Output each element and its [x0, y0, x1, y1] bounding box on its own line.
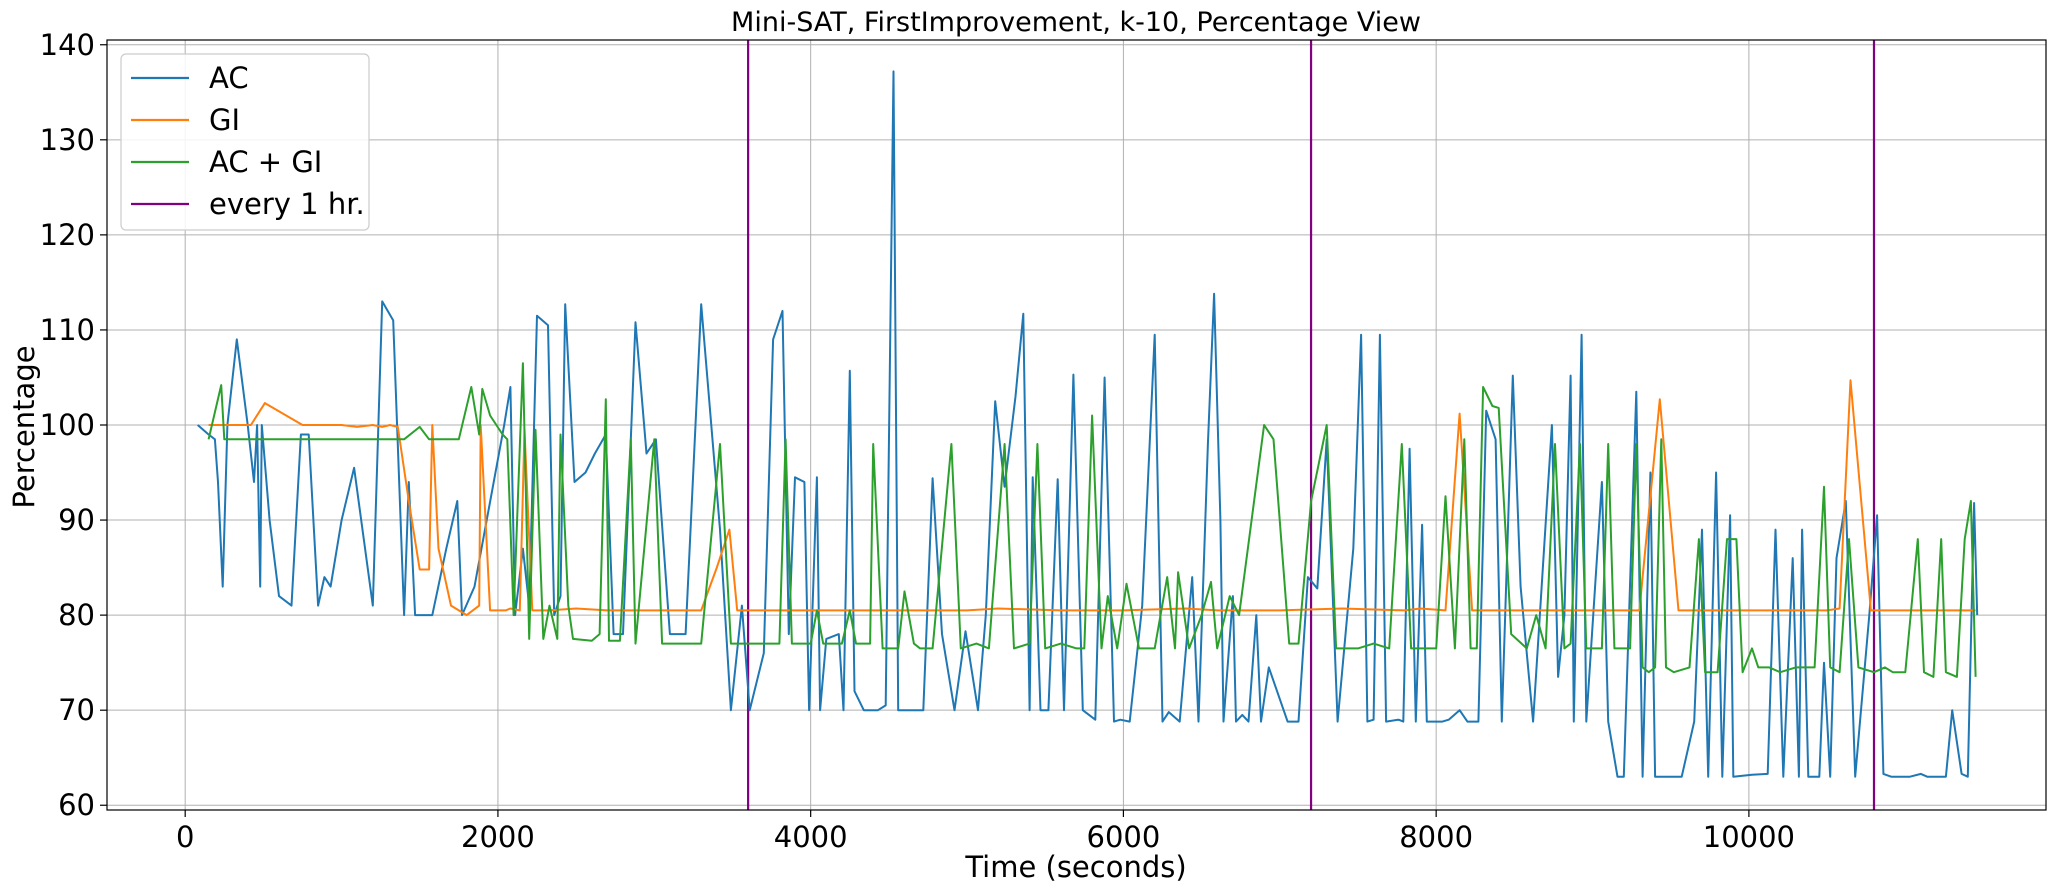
y-tick-label: 140 [40, 28, 95, 62]
x-tick-label: 4000 [774, 820, 848, 854]
legend-label: every 1 hr. [209, 187, 365, 221]
chart-title: Mini-SAT, FirstImprovement, k-10, Percen… [731, 7, 1421, 38]
y-tick-label: 130 [40, 123, 95, 157]
legend-box [120, 53, 370, 231]
y-tick-label: 80 [58, 598, 95, 632]
y-axis-label: Percentage [7, 345, 41, 508]
y-tick-label: 60 [58, 788, 95, 822]
y-tick-label: 120 [40, 218, 95, 252]
x-tick-label: 8000 [1399, 820, 1473, 854]
x-axis-label: Time (seconds) [964, 850, 1186, 884]
legend-label: AC + GI [209, 145, 322, 179]
y-tick-label: 110 [40, 313, 95, 347]
series-line-2 [207, 362, 1977, 678]
y-tick-label: 100 [40, 408, 95, 442]
series-line-1 [208, 379, 1976, 617]
legend: AC GI AC + GI every 1 hr. [120, 53, 370, 231]
y-tick-label: 90 [58, 503, 95, 537]
series-line-0 [197, 70, 1979, 778]
series-group [197, 70, 1979, 778]
x-axis-ticks: 0 2000 4000 6000 8000 10000 [176, 810, 1795, 854]
x-tick-label: 10000 [1703, 820, 1795, 854]
x-tick-label: 6000 [1087, 820, 1161, 854]
x-tick-label: 0 [176, 820, 194, 854]
legend-label: AC [209, 61, 249, 95]
x-tick-label: 2000 [461, 820, 535, 854]
y-axis-ticks: 60 70 80 90 100 110 120 130 140 [40, 28, 107, 822]
legend-label: GI [209, 103, 240, 137]
y-tick-label: 70 [58, 693, 95, 727]
